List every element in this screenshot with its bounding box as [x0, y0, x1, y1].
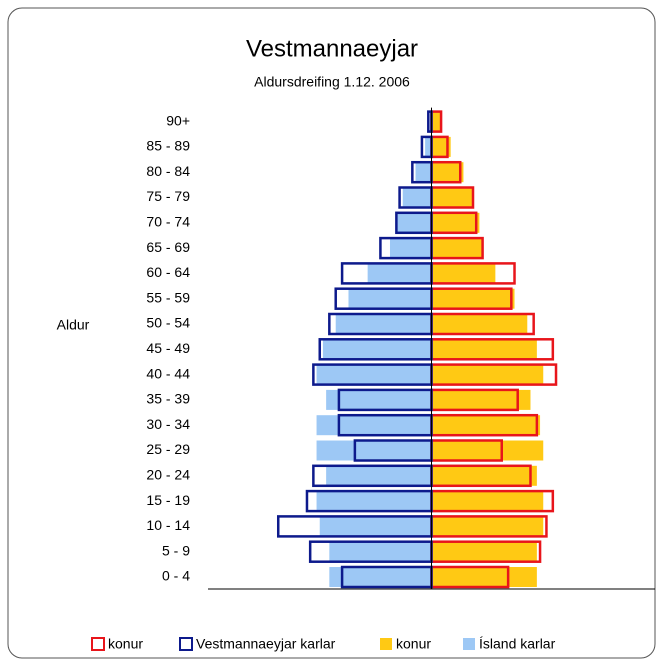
y-axis-label: Aldur: [57, 317, 90, 333]
y-tick-label: 30 - 34: [146, 416, 190, 432]
bar: [431, 516, 544, 537]
bar: [431, 111, 442, 132]
y-tick-label: 40 - 44: [146, 365, 190, 381]
bar: [431, 364, 544, 385]
y-tick-label: 15 - 19: [146, 492, 190, 508]
bar: [431, 187, 474, 208]
bar: [431, 440, 544, 461]
legend-label: Vestmannaeyjar karlar: [196, 636, 336, 652]
bar: [431, 136, 451, 157]
bar: [415, 162, 432, 183]
y-tick-label: 5 - 9: [162, 542, 190, 558]
bar: [431, 238, 483, 259]
legend-swatch: [179, 637, 193, 651]
bar: [431, 162, 464, 183]
bar: [329, 541, 432, 562]
bar: [431, 415, 541, 436]
bar: [402, 187, 432, 208]
chart-subtitle: Aldursdreifing 1.12. 2006: [254, 74, 410, 90]
bar: [326, 465, 432, 486]
bar: [431, 314, 528, 334]
y-tick-label: 25 - 29: [146, 441, 190, 457]
bar: [329, 567, 432, 587]
y-tick-label: 70 - 74: [146, 214, 190, 230]
bar: [348, 288, 432, 309]
bar: [316, 491, 432, 512]
bar: [431, 465, 537, 486]
bar: [316, 415, 432, 436]
y-tick-label: 35 - 39: [146, 391, 190, 407]
y-tick-label: 50 - 54: [146, 315, 190, 331]
y-tick-label: 20 - 24: [146, 467, 190, 483]
bar: [335, 314, 432, 334]
bar: [431, 339, 537, 360]
bar: [326, 389, 432, 410]
legend-label: konur: [108, 636, 143, 652]
legend-swatch: [380, 638, 392, 650]
legend-swatch: [91, 637, 105, 651]
y-tick-label: 45 - 49: [146, 340, 190, 356]
bar: [431, 263, 496, 284]
bar: [322, 339, 432, 360]
y-tick-label: 75 - 79: [146, 188, 190, 204]
y-tick-label: 10 - 14: [146, 517, 190, 533]
bar: [431, 541, 537, 562]
bar: [396, 212, 432, 233]
y-tick-label: 90+: [166, 112, 190, 128]
bar: [431, 212, 480, 233]
y-tick-label: 0 - 4: [162, 568, 190, 584]
bar: [316, 440, 432, 461]
y-tick-label: 80 - 84: [146, 163, 190, 179]
y-tick-label: 85 - 89: [146, 138, 190, 154]
chart-title: Vestmannaeyjar: [246, 35, 418, 62]
bar: [319, 516, 432, 537]
bar: [431, 389, 531, 410]
bar: [389, 238, 432, 259]
y-tick-label: 55 - 59: [146, 289, 190, 305]
bar: [425, 136, 432, 157]
bar: [431, 288, 515, 309]
y-tick-label: 65 - 69: [146, 239, 190, 255]
y-tick-label: 60 - 64: [146, 264, 190, 280]
legend-swatch: [463, 638, 475, 650]
bar: [431, 567, 537, 587]
bar: [431, 491, 544, 512]
legend-label: konur: [396, 636, 431, 652]
bar: [316, 364, 432, 385]
legend-label: Ísland karlar: [479, 636, 556, 652]
bar: [367, 263, 432, 284]
